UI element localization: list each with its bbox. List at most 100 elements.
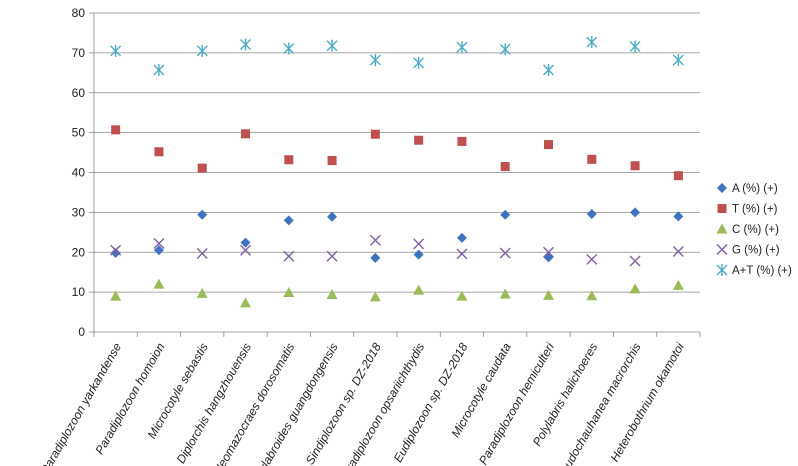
legend-entry: A (%) (+) xyxy=(717,183,778,195)
data-point-series-3 xyxy=(413,238,425,250)
data-point-series-3 xyxy=(153,237,165,249)
y-tick-label: 10 xyxy=(72,285,86,299)
data-point-series-0 xyxy=(586,208,597,219)
data-point-series-4 xyxy=(456,41,468,54)
data-point-series-4 xyxy=(153,64,165,77)
data-point-series-0 xyxy=(543,252,554,263)
y-tick-label: 40 xyxy=(72,166,86,180)
x-category-label: Diplorchis hangzhouensis xyxy=(174,341,254,466)
data-point-series-4 xyxy=(499,43,511,56)
data-point-series-2 xyxy=(369,291,381,302)
data-point-series-2 xyxy=(456,290,468,301)
legend-label: A (%) (+) xyxy=(732,183,778,195)
legend-entry: G (%) (+) xyxy=(716,244,780,257)
y-tick-label: 70 xyxy=(72,46,86,60)
data-point-series-4 xyxy=(629,40,641,53)
y-tick-label: 50 xyxy=(72,126,86,140)
data-point-series-2 xyxy=(413,284,425,295)
data-point-series-0 xyxy=(456,232,467,243)
data-point-series-4 xyxy=(196,44,208,57)
data-point-series-4 xyxy=(413,56,425,69)
legend-label: A+T (%) (+) xyxy=(732,265,792,277)
y-tick-label: 30 xyxy=(72,205,86,219)
data-point-series-1 xyxy=(500,162,510,172)
data-point-series-0 xyxy=(413,249,424,260)
data-point-series-3 xyxy=(369,234,381,246)
x-category-label: Neomazocraes dorosomatis xyxy=(211,341,298,466)
legend-marker xyxy=(717,204,727,213)
data-point-series-2 xyxy=(672,279,684,290)
data-point-series-2 xyxy=(196,287,208,298)
data-point-series-1 xyxy=(630,161,640,171)
gridlines xyxy=(94,12,700,293)
data-point-series-1 xyxy=(241,129,250,139)
data-point-series-3 xyxy=(672,245,684,257)
data-point-series-2 xyxy=(240,297,251,308)
y-tick-label: 20 xyxy=(72,245,86,259)
data-point-series-3 xyxy=(240,244,251,256)
data-points xyxy=(110,36,684,308)
data-point-series-3 xyxy=(543,246,554,258)
legend-label: T (%) (+) xyxy=(732,204,778,216)
legend-marker xyxy=(716,244,728,255)
data-point-series-1 xyxy=(673,171,683,181)
x-category-label: Paradiplozoon yarkandense xyxy=(38,340,125,466)
data-point-series-0 xyxy=(630,207,641,218)
data-point-series-0 xyxy=(673,211,684,222)
legend-entry: T (%) (+) xyxy=(717,204,778,216)
data-point-series-2 xyxy=(153,278,165,289)
x-category-label: Sindiplozoon sp. DZ-2018 xyxy=(303,340,384,466)
data-point-series-0 xyxy=(153,245,164,256)
data-point-series-4 xyxy=(326,39,338,52)
legend-entry: C (%) (+) xyxy=(716,223,779,236)
data-point-series-0 xyxy=(240,237,251,248)
x-category-label: Heterobothrium okamotoi xyxy=(607,340,687,464)
y-axis-ticks: 0 10 20 30 40 50 60 70 80 xyxy=(72,6,86,339)
data-point-series-2 xyxy=(110,290,122,301)
data-point-series-3 xyxy=(110,244,122,256)
data-point-series-1 xyxy=(154,147,164,157)
x-category-label: Paradiplozoon hemiculteri xyxy=(476,340,557,466)
data-point-series-0 xyxy=(327,211,338,222)
data-point-series-2 xyxy=(326,289,338,300)
data-point-series-3 xyxy=(196,247,208,259)
data-point-series-0 xyxy=(370,252,381,263)
data-point-series-0 xyxy=(110,248,121,259)
data-point-series-4 xyxy=(283,42,295,55)
data-point-series-0 xyxy=(283,215,294,226)
data-point-series-1 xyxy=(414,135,424,145)
legend: A (%) (+) T (%) (+) C (%) (+) G (%) (+) A+T … xyxy=(716,183,792,277)
data-point-series-3 xyxy=(586,253,598,265)
legend-entry: A+T (%) (+) xyxy=(716,264,792,277)
legend-marker xyxy=(716,264,728,276)
data-point-series-4 xyxy=(543,64,554,77)
data-point-series-4 xyxy=(110,44,122,57)
data-point-series-1 xyxy=(457,136,467,146)
data-point-series-3 xyxy=(326,250,338,262)
legend-label: C (%) (+) xyxy=(732,224,779,236)
x-axis-category-labels: Paradiplozoon yarkandense Paradiplozoon h… xyxy=(38,340,687,466)
data-point-series-1 xyxy=(111,125,121,135)
y-tick-label: 80 xyxy=(72,6,86,20)
data-point-series-4 xyxy=(672,54,684,67)
data-point-series-1 xyxy=(587,154,597,164)
data-point-series-1 xyxy=(327,156,337,166)
data-point-series-0 xyxy=(500,209,511,220)
x-category-label: Eudiplozoon sp. DZ-2018 xyxy=(391,340,471,465)
data-point-series-3 xyxy=(629,255,641,267)
data-point-series-1 xyxy=(544,140,553,150)
data-point-series-2 xyxy=(283,287,295,298)
data-point-series-1 xyxy=(284,155,294,165)
data-point-series-2 xyxy=(629,283,641,294)
data-point-series-1 xyxy=(197,163,207,173)
y-tick-label: 0 xyxy=(78,325,85,339)
data-point-series-4 xyxy=(240,38,251,51)
data-point-series-3 xyxy=(283,250,295,262)
axes xyxy=(89,12,701,337)
data-point-series-2 xyxy=(499,288,511,299)
data-point-series-1 xyxy=(370,129,380,139)
data-point-series-3 xyxy=(499,247,511,259)
data-point-series-0 xyxy=(197,209,208,220)
data-point-series-3 xyxy=(456,248,468,260)
